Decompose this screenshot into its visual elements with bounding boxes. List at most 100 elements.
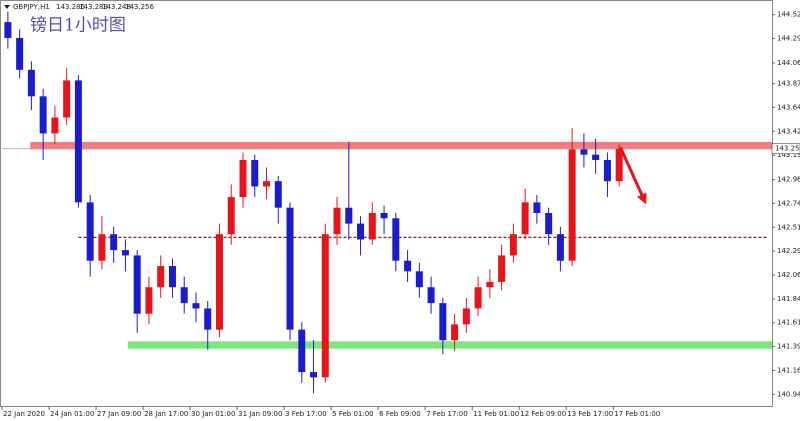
x-tick-label: 31 Jan 09:00 — [238, 410, 282, 418]
y-tick-label: 141.165 — [777, 366, 800, 374]
chart-title: 镑日1小时图 — [30, 16, 126, 36]
candle-body — [415, 271, 423, 288]
candle-body — [451, 324, 459, 341]
y-tick-label: 142.290 — [777, 247, 800, 255]
candle-body — [286, 207, 294, 330]
x-tick-label: 5 Feb 01:00 — [332, 410, 373, 418]
quote-value: 143.248 — [102, 3, 131, 11]
candle-body — [168, 266, 176, 288]
price-tag — [771, 143, 800, 155]
price-tag-label: 143.256 — [775, 145, 800, 153]
y-tick-label: 142.740 — [777, 199, 800, 207]
x-tick-label: 11 Feb 01:00 — [473, 410, 519, 418]
candle-body — [204, 308, 212, 330]
candle-body — [4, 22, 12, 38]
candle-body — [298, 329, 306, 373]
arrow-shaft — [618, 146, 645, 199]
candle-body — [251, 159, 259, 187]
x-tick-label: 27 Jan 09:00 — [97, 410, 141, 418]
x-tick-label: 6 Feb 09:00 — [379, 410, 420, 418]
candle-body — [545, 212, 553, 235]
x-tick-label: 24 Jan 01:00 — [50, 410, 94, 418]
symbol: GBPJPY,H1 — [13, 3, 50, 11]
candle-body — [474, 287, 482, 309]
candle-body — [263, 181, 271, 187]
x-tick-label: 13 Feb 17:00 — [567, 410, 613, 418]
y-tick-label: 143.870 — [777, 80, 800, 88]
y-tick-label: 143.420 — [777, 127, 800, 135]
candle-body — [86, 202, 94, 261]
y-tick-label: 141.615 — [777, 319, 800, 327]
candle-body — [392, 218, 400, 261]
candle-body — [157, 266, 165, 288]
y-tick-label: 141.840 — [777, 295, 800, 303]
x-tick-label: 30 Jan 01:00 — [191, 410, 235, 418]
candle-body — [63, 80, 71, 118]
candle-body — [227, 197, 235, 235]
candle-body — [215, 234, 223, 330]
candle-body — [556, 234, 564, 261]
y-tick-label: 142.065 — [777, 271, 800, 279]
candle-body — [533, 202, 541, 213]
y-tick-label: 144.520 — [777, 11, 800, 19]
candle-body — [439, 303, 447, 341]
y-tick-label: 141.390 — [777, 343, 800, 351]
x-tick-label: 22 Jan 2020 — [3, 410, 45, 418]
candle-body — [239, 159, 247, 198]
candle-body — [51, 117, 59, 134]
candle-body — [521, 202, 529, 235]
candle-body — [615, 148, 623, 182]
x-tick-label: 3 Feb 17:00 — [285, 410, 326, 418]
quote-value: 143.289 — [79, 3, 108, 11]
candle-body — [39, 96, 47, 134]
candle-body — [192, 303, 200, 309]
candle-body — [462, 308, 470, 325]
candle-body — [145, 287, 153, 314]
y-tick-label: 143.645 — [777, 103, 800, 111]
candle-body — [404, 260, 412, 272]
candle-body — [180, 287, 188, 304]
y-tick-label: 144.065 — [777, 59, 800, 67]
menu-icon — [4, 5, 10, 9]
support-zone — [127, 341, 773, 349]
candle-body — [498, 255, 506, 282]
candle-body — [368, 212, 376, 240]
x-tick-label: 12 Feb 09:00 — [520, 410, 566, 418]
candle-body — [16, 37, 24, 70]
y-tick-label: 140.940 — [777, 390, 800, 398]
candle-body — [357, 223, 365, 240]
candle-body — [133, 255, 141, 314]
y-tick-label: 142.515 — [777, 223, 800, 231]
candle-body — [592, 154, 600, 160]
candle-body — [121, 250, 129, 256]
x-tick-label: 7 Feb 17:00 — [426, 410, 467, 418]
candle-body — [509, 234, 517, 256]
candle-body — [98, 234, 106, 261]
candle-body — [27, 69, 35, 97]
y-tick-label: 142.965 — [777, 176, 800, 184]
x-tick-label: 17 Feb 01:00 — [614, 410, 660, 418]
candle-body — [110, 234, 118, 251]
quote-value: 143.256 — [125, 3, 154, 11]
resistance-zone — [30, 141, 772, 150]
candle-body — [321, 234, 329, 378]
candle-body — [580, 149, 588, 155]
candle-body — [486, 281, 494, 288]
candle-body — [74, 80, 82, 203]
y-tick-label: 143.195 — [777, 151, 800, 159]
candle-body — [345, 207, 353, 224]
candle-body — [568, 149, 576, 261]
candle-body — [310, 372, 318, 378]
candle-body — [427, 287, 435, 304]
quote-value: 143.286 — [56, 3, 85, 11]
candle-body — [274, 181, 282, 208]
candle-body — [333, 207, 341, 235]
x-tick-label: 28 Jan 17:00 — [144, 410, 188, 418]
y-tick-label: 144.295 — [777, 35, 800, 43]
arrow-head — [637, 192, 647, 205]
candle-body — [603, 159, 611, 182]
candle-body — [380, 212, 388, 219]
